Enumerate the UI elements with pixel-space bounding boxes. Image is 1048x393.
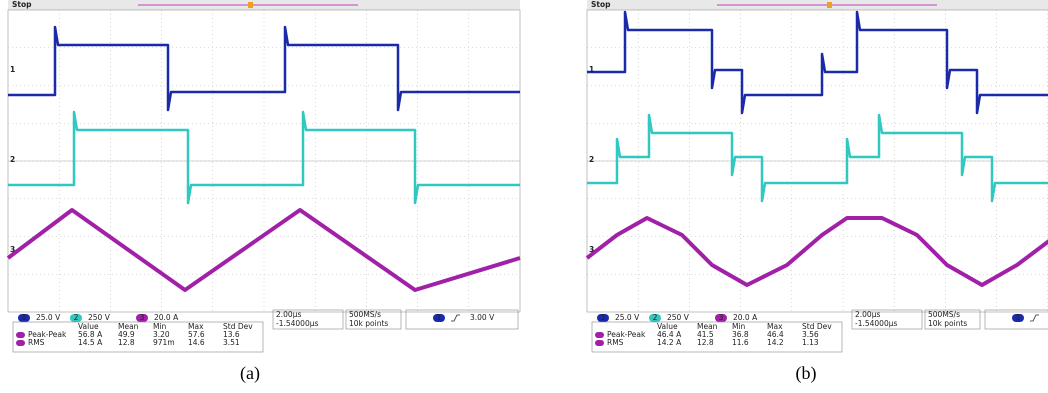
channel-scale: 20.0 A — [733, 313, 758, 322]
trigger-box — [406, 310, 518, 329]
delay: -1.54000µs — [855, 319, 897, 328]
channel-marker: 1 — [589, 65, 594, 74]
channel-marker: 2 — [589, 155, 594, 164]
meas-value: 12.8 — [697, 338, 714, 347]
meas-label: RMS — [607, 338, 624, 347]
edge-icon — [451, 315, 460, 321]
timebase: 2.00µs — [855, 310, 880, 319]
caption: (b) — [796, 363, 817, 384]
channel-number: 2 — [74, 313, 79, 322]
sample-rate: 500MS/s — [349, 310, 381, 319]
meas-value: 971m — [153, 338, 175, 347]
channel-marker: 1 — [10, 65, 15, 74]
record-length: 10k points — [349, 319, 388, 328]
meas-value: 14.5 A — [78, 338, 103, 347]
channel-number: 1 — [22, 313, 27, 322]
channel-marker: 3 — [10, 245, 15, 254]
sample-rate: 500MS/s — [928, 310, 960, 319]
channel-number: 2 — [653, 313, 658, 322]
caption: (a) — [240, 363, 260, 384]
status: Stop — [591, 0, 611, 9]
status: Stop — [12, 0, 32, 9]
meas-chip — [595, 332, 604, 338]
record-length: 10k points — [928, 319, 967, 328]
meas-value: 12.8 — [118, 338, 135, 347]
meas-label: RMS — [28, 338, 45, 347]
channel-scale: 25.0 V — [615, 313, 640, 322]
meas-chip — [595, 340, 604, 346]
meas-value: 14.2 A — [657, 338, 682, 347]
meas-chip — [16, 332, 25, 338]
channel-scale: 20.0 A — [154, 313, 179, 322]
meas-value: 3.51 — [223, 338, 240, 347]
scope-panel: Stop 1 2 3 1 25.0 V 2 250 V 3 20.0 A 2.00µs-1.5400… — [587, 0, 1048, 384]
channel-number: 3 — [140, 313, 145, 322]
meas-value: 11.6 — [732, 338, 749, 347]
channel-scale: 25.0 V — [36, 313, 61, 322]
meas-value: 1.13 — [802, 338, 819, 347]
trigger-source: 1 — [1016, 313, 1021, 322]
trigger-pos — [827, 2, 832, 8]
trigger-level: 3.00 V — [470, 313, 495, 322]
timebase: 2.00µs — [276, 310, 301, 319]
channel-number: 1 — [601, 313, 606, 322]
channel-scale: 250 V — [667, 313, 690, 322]
delay: -1.54000µs — [276, 319, 318, 328]
meas-value: 14.6 — [188, 338, 205, 347]
meas-chip — [16, 340, 25, 346]
edge-icon — [1030, 315, 1039, 321]
meas-value: 14.2 — [767, 338, 784, 347]
channel-number: 3 — [719, 313, 724, 322]
scope-panel: Stop 1 2 3 1 25.0 V 2 250 V 3 20.0 A 2.00µs-1.5400… — [8, 0, 520, 384]
figure: Stop123125.0 V2250 V320.0 A2.00µs-1.5400… — [0, 0, 1048, 393]
trigger-source: 1 — [437, 313, 442, 322]
channel-scale: 250 V — [88, 313, 111, 322]
trigger-pos — [248, 2, 253, 8]
channel-marker: 3 — [589, 245, 594, 254]
channel-marker: 2 — [10, 155, 15, 164]
